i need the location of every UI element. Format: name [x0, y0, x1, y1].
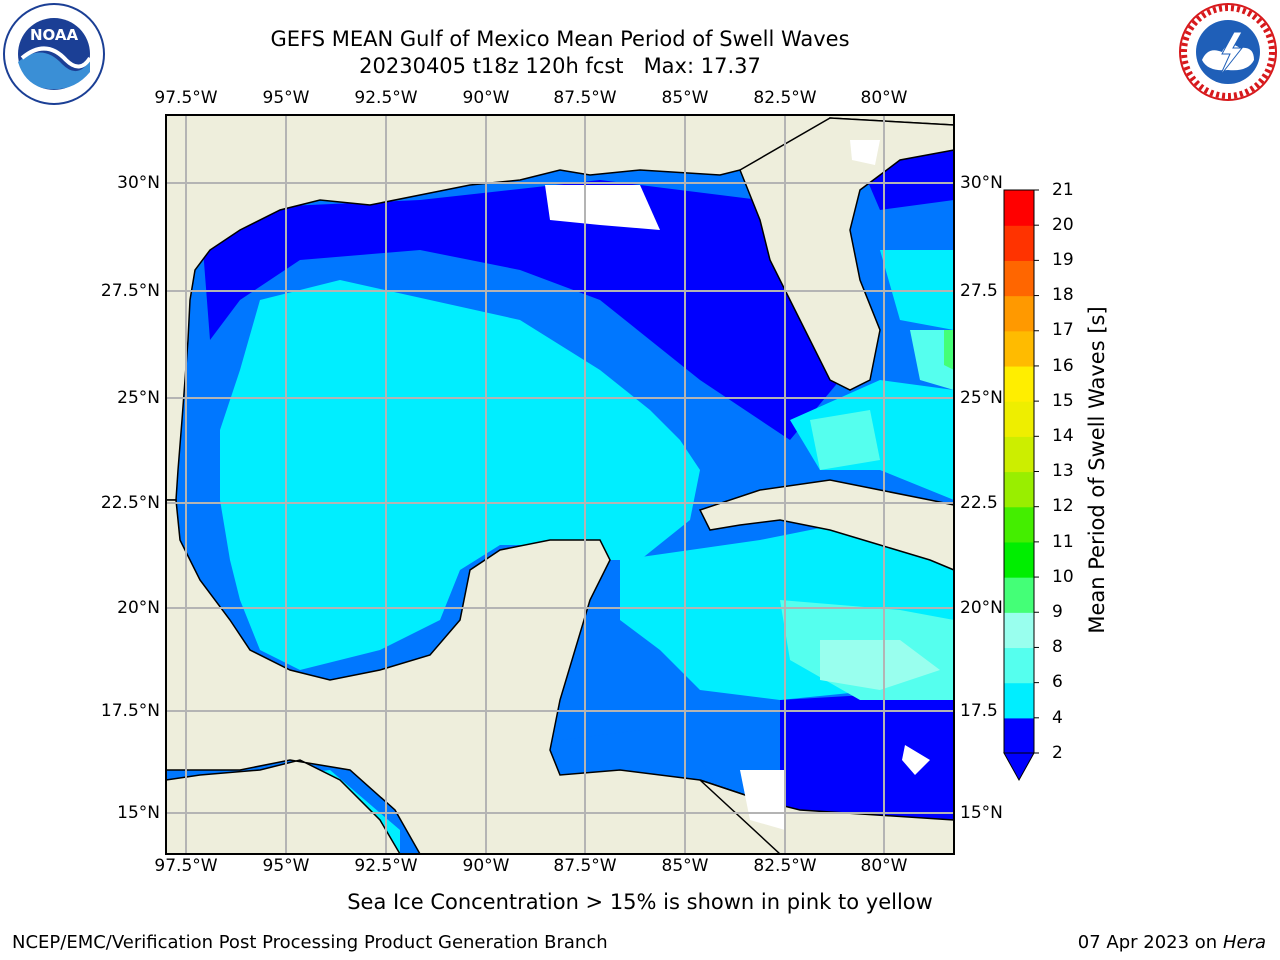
footer-date: 07 Apr 2023 on Hera — [1078, 932, 1266, 953]
footer-credit: NCEP/EMC/Verification Post Processing Pr… — [12, 932, 608, 953]
graticule — [166, 115, 954, 854]
lat-tick-left: 30°N — [117, 173, 160, 193]
colorbar-segment — [1004, 190, 1034, 226]
colorbar-tick: 15 — [1052, 391, 1074, 411]
lon-tick-top: 80°W — [860, 88, 908, 108]
colorbar-tick: 4 — [1052, 708, 1063, 728]
colorbar-label: Mean Period of Swell Waves [s] — [1085, 306, 1109, 634]
chart-title: GEFS MEAN Gulf of Mexico Mean Period of … — [270, 27, 850, 51]
lon-tick-bottom: 85°W — [661, 856, 709, 876]
footer-date-text: 07 Apr 2023 on — [1077, 932, 1223, 953]
colorbar-segment — [1004, 471, 1034, 508]
colorbar-segment — [1004, 577, 1034, 613]
svg-text:NOAA: NOAA — [30, 26, 79, 44]
colorbar-segment — [1004, 295, 1034, 332]
lat-tick-left: 27.5°N — [100, 281, 160, 301]
colorbar-tick: 14 — [1052, 426, 1074, 446]
colorbar-tick: 19 — [1052, 250, 1074, 270]
colorbar-tick: 18 — [1052, 285, 1074, 305]
colorbar-tick: 9 — [1052, 602, 1063, 622]
colorbar-segment — [1004, 401, 1034, 437]
colorbar-tick: 12 — [1052, 496, 1074, 516]
lat-tick-right: 15°N — [960, 803, 1003, 823]
map-frame — [165, 114, 955, 855]
lat-tick-left: 25°N — [117, 388, 160, 408]
colorbar-tick: 11 — [1052, 532, 1074, 552]
colorbar-segment — [1004, 260, 1034, 297]
lat-tick-right: 17.5 — [960, 701, 998, 721]
colorbar-segment — [1004, 330, 1034, 367]
lon-tick-bottom: 80°W — [860, 856, 908, 876]
lon-tick-bottom: 82.5°W — [753, 856, 817, 876]
colorbar — [1003, 189, 1039, 782]
colorbar-segment — [1004, 612, 1034, 649]
colorbar-segment — [1004, 541, 1034, 578]
colorbar-tick: 6 — [1052, 672, 1063, 692]
colorbar-tick: 17 — [1052, 320, 1074, 340]
lon-tick-bottom: 97.5°W — [154, 856, 218, 876]
colorbar-tick: 13 — [1052, 461, 1074, 481]
lat-tick-right: 30°N — [960, 173, 1003, 193]
lat-tick-right: 22.5 — [960, 493, 998, 513]
colorbar-segment — [1004, 506, 1034, 543]
colorbar-segment — [1004, 365, 1034, 402]
colorbar-segment — [1004, 225, 1034, 261]
colorbar-tick: 10 — [1052, 567, 1074, 587]
chart-subtitle: 20230405 t18z 120h fcst Max: 17.37 — [359, 54, 761, 78]
lon-tick-top: 85°W — [661, 88, 709, 108]
lat-tick-left: 22.5°N — [100, 493, 160, 513]
lon-tick-top: 90°W — [462, 88, 510, 108]
lon-tick-bottom: 90°W — [462, 856, 510, 876]
colorbar-tick: 16 — [1052, 356, 1074, 376]
colorbar-segment — [1004, 436, 1034, 473]
lon-tick-top: 92.5°W — [354, 88, 418, 108]
colorbar-extend-min — [1003, 752, 1035, 782]
colorbar-segment — [1004, 647, 1034, 684]
colorbar-tick: 8 — [1052, 637, 1063, 657]
lat-tick-right: 27.5 — [960, 281, 998, 301]
lat-tick-right: 20°N — [960, 598, 1003, 618]
colorbar-segment — [1004, 682, 1034, 719]
nws-logo — [1179, 3, 1277, 101]
cyan-swell-region — [220, 280, 700, 670]
lon-tick-top: 95°W — [262, 88, 310, 108]
footer-host: Hera — [1222, 932, 1266, 953]
lon-tick-bottom: 87.5°W — [553, 856, 617, 876]
colorbar-tick: 20 — [1052, 215, 1074, 235]
lon-tick-top: 87.5°W — [553, 88, 617, 108]
sea-ice-note: Sea Ice Concentration > 15% is shown in … — [347, 890, 933, 914]
lat-tick-left: 17.5°N — [100, 701, 160, 721]
colorbar-tick: 21 — [1052, 180, 1074, 200]
lon-tick-bottom: 95°W — [262, 856, 310, 876]
colorbar-tick: 2 — [1052, 743, 1063, 763]
land-mexico-central-america — [166, 499, 781, 854]
lat-tick-left: 15°N — [117, 803, 160, 823]
lon-tick-bottom: 92.5°W — [354, 856, 418, 876]
lon-tick-top: 97.5°W — [154, 88, 218, 108]
lon-tick-top: 82.5°W — [753, 88, 817, 108]
colorbar-segment — [1004, 717, 1034, 754]
noaa-logo: NOAA — [3, 3, 105, 105]
land-florida — [739, 117, 954, 391]
lat-tick-right: 25°N — [960, 388, 1003, 408]
lat-tick-left: 20°N — [117, 598, 160, 618]
